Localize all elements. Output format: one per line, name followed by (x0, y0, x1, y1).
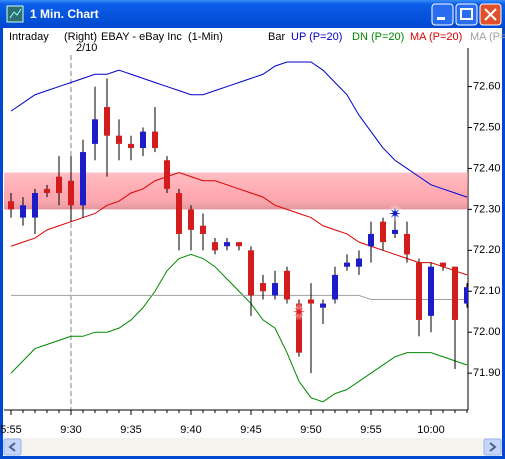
y-tick-label: 72.30 (473, 203, 501, 215)
x-tick-label: 9:40 (180, 424, 201, 436)
candle-body (404, 233, 410, 255)
candle-body (140, 131, 146, 148)
candle-body (428, 266, 434, 316)
candle-body (20, 205, 26, 218)
candle-body (440, 262, 446, 267)
x-tick-label: 9:45 (240, 424, 261, 436)
y-tick-label: 71.90 (473, 367, 501, 379)
x-tick-label: 9:55 (360, 424, 381, 436)
candle-body (464, 287, 468, 304)
candle-body (176, 193, 182, 234)
y-tick-label: 72.20 (473, 244, 501, 256)
chart-mode: Intraday (9, 31, 49, 43)
indicator-line (11, 294, 467, 300)
legend-entry: MA (P=20) (470, 31, 505, 43)
chart-area (3, 28, 502, 456)
candle-body (260, 283, 266, 292)
indicator-line (10, 172, 468, 276)
candle-body (212, 242, 218, 251)
x-tick-label: 9:35 (120, 424, 141, 436)
candle-body (416, 262, 422, 320)
candle-body (116, 135, 122, 144)
candle-body (32, 193, 38, 218)
app-icon-glyph (9, 8, 22, 19)
candle-body (320, 303, 326, 308)
indicator-line (10, 253, 468, 403)
candle-body (284, 270, 290, 300)
candle-body (224, 242, 230, 247)
candle-body (188, 209, 194, 230)
candle-body (44, 188, 50, 194)
minimize-button[interactable] (431, 3, 454, 26)
candle-body (272, 283, 278, 296)
y-tick-label: 72.00 (473, 326, 501, 338)
candle-body (200, 225, 206, 234)
legend-entry: UP (P=20) (291, 31, 342, 43)
candle-body (380, 221, 386, 243)
candle-body (68, 180, 74, 206)
candle-body (236, 242, 242, 247)
date-annotation: 2/10 (76, 42, 97, 54)
y-tick-label: 72.40 (473, 162, 501, 174)
x-tick-label: 9:50 (300, 424, 321, 436)
candle-body (56, 176, 62, 194)
y-tick-label: 72.50 (473, 121, 501, 133)
candle-body (368, 233, 374, 247)
horizontal-scrollbar[interactable] (3, 438, 502, 456)
signal-marker (389, 207, 401, 220)
x-tick-label: 9:30 (60, 424, 81, 436)
candle-body (152, 131, 158, 148)
bar-style: Bar (268, 31, 285, 43)
candle-body (164, 160, 170, 189)
y-tick-label: 72.10 (473, 285, 501, 297)
axis-side: (Right) (64, 31, 97, 43)
legend-entry: DN (P=20) (352, 31, 404, 43)
y-tick-label: 72.60 (473, 80, 501, 92)
candle-body (452, 266, 458, 320)
indicator-line (10, 61, 468, 198)
candle-body (8, 201, 14, 210)
title-bar (0, 0, 505, 28)
candle-body (344, 262, 350, 267)
maximize-button[interactable] (455, 3, 478, 26)
candle-body (104, 107, 110, 136)
legend-entry: MA (P=20) (410, 31, 462, 43)
candle-body (356, 258, 362, 267)
candle-body (296, 303, 302, 353)
plot-area (4, 61, 468, 403)
signal-marker (293, 305, 305, 318)
app-icon (6, 5, 24, 23)
candle-body (248, 250, 254, 296)
symbol: EBAY - eBay Inc (1-Min) (101, 31, 223, 43)
x-tick-label: 5:55 (0, 424, 21, 436)
close-button[interactable] (479, 3, 502, 26)
candle-body (80, 152, 86, 206)
window-title: 1 Min. Chart (30, 7, 99, 21)
candle-body (128, 143, 134, 148)
candle-body (392, 229, 398, 234)
candle-body (332, 274, 338, 300)
x-tick-label: 10:00 (417, 424, 445, 436)
candle-body (308, 299, 314, 304)
candle-body (92, 119, 98, 144)
